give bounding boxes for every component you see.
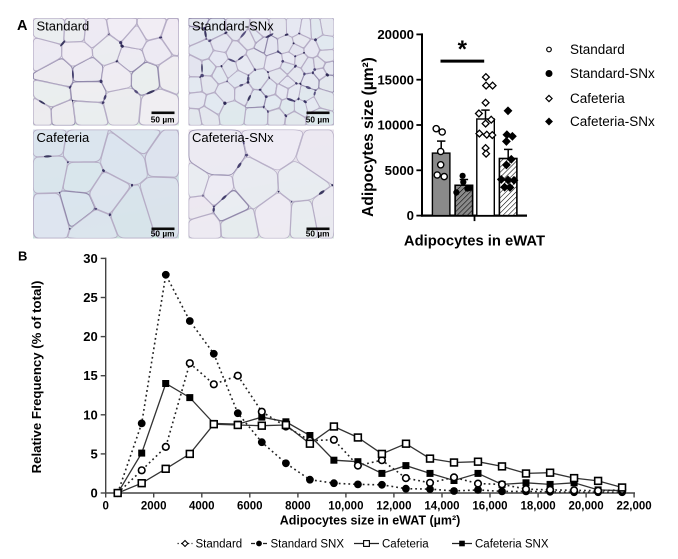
svg-text:5000: 5000 [385,163,414,178]
svg-text:Standard SNX: Standard SNX [271,539,345,551]
svg-text:B: B [18,249,27,264]
svg-text:Adipocytes size (µm²): Adipocytes size (µm²) [360,57,377,217]
svg-text:Standard: Standard [37,19,90,34]
svg-text:Standard-SNx: Standard-SNx [192,19,274,34]
svg-text:6000: 6000 [237,501,263,513]
svg-text:50 µm: 50 µm [306,115,330,125]
svg-text:0: 0 [407,208,414,223]
svg-text:Cafeteria-SNx: Cafeteria-SNx [570,114,655,129]
svg-text:Relative Frequency (% of total: Relative Frequency (% of total) [29,281,44,474]
svg-text:16,000: 16,000 [472,501,507,513]
svg-text:22,000: 22,000 [617,501,652,513]
svg-text:18,000: 18,000 [521,501,556,513]
svg-text:0: 0 [90,486,97,501]
svg-text:*: * [458,36,468,63]
svg-text:0: 0 [102,501,108,513]
svg-text:8000: 8000 [285,501,311,513]
svg-text:15: 15 [83,368,97,383]
svg-text:10,000: 10,000 [328,501,363,513]
svg-text:50 µm: 50 µm [306,229,330,239]
svg-text:20000: 20000 [377,27,414,42]
svg-text:15000: 15000 [377,72,414,87]
svg-text:Cafeteria: Cafeteria [37,130,91,145]
svg-text:10000: 10000 [377,118,414,133]
svg-text:25: 25 [83,290,97,305]
svg-text:A: A [17,18,28,34]
svg-text:30: 30 [83,251,97,266]
svg-text:12,000: 12,000 [376,501,411,513]
svg-text:Cafeteria-SNx: Cafeteria-SNx [192,130,274,145]
svg-text:20: 20 [83,329,97,344]
svg-text:Adipocytes size in eWAT (µm²): Adipocytes size in eWAT (µm²) [280,514,461,528]
svg-text:Adipocytes in eWAT: Adipocytes in eWAT [404,234,545,250]
svg-text:2000: 2000 [141,501,167,513]
svg-text:Cafeteria SNX: Cafeteria SNX [475,539,549,551]
svg-text:50 µm: 50 µm [151,115,175,125]
svg-text:50 µm: 50 µm [151,229,175,239]
svg-text:Cafeteria: Cafeteria [570,91,625,106]
svg-text:4000: 4000 [189,501,215,513]
svg-text:Standard: Standard [196,539,243,551]
svg-text:14,000: 14,000 [424,501,459,513]
svg-text:Cafeteria: Cafeteria [382,539,429,551]
svg-text:20,000: 20,000 [569,501,604,513]
svg-text:Standard-SNx: Standard-SNx [570,66,655,81]
svg-text:5: 5 [90,446,97,461]
svg-text:10: 10 [83,407,97,422]
svg-text:Standard: Standard [570,42,625,57]
